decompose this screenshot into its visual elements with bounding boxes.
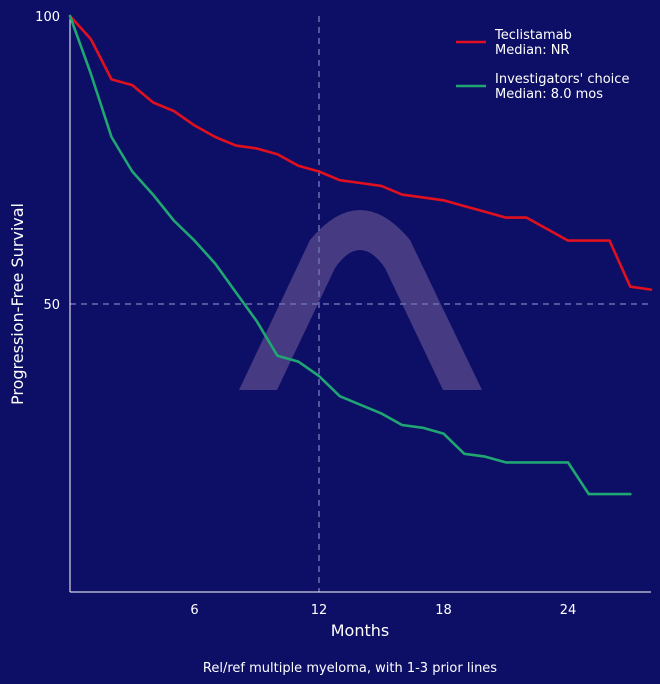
tick-labels: 6 12 18 24 50 100 bbox=[35, 10, 576, 618]
x-tick-label: 18 bbox=[435, 603, 452, 618]
x-tick-label: 24 bbox=[560, 603, 577, 618]
legend-series-name: Teclistamab bbox=[494, 28, 572, 43]
legend-series-median: Median: 8.0 mos bbox=[495, 87, 603, 102]
series-line-investigators-choice bbox=[68, 14, 632, 496]
x-tick-label: 12 bbox=[311, 603, 328, 618]
chart-caption: Rel/ref multiple myeloma, with 1-3 prior… bbox=[203, 661, 497, 676]
x-axis-title: Months bbox=[331, 621, 389, 640]
y-axis-title: Progression-Free Survival bbox=[8, 203, 27, 405]
series bbox=[68, 14, 653, 496]
arch-logo-icon bbox=[239, 210, 482, 390]
series-line-teclistamab bbox=[68, 14, 653, 291]
axes bbox=[69, 16, 651, 593]
legend-series-median: Median: NR bbox=[495, 43, 570, 58]
y-tick-label: 100 bbox=[35, 10, 60, 25]
reference-lines bbox=[70, 16, 651, 592]
y-tick-label: 50 bbox=[43, 298, 60, 313]
x-tick-label: 6 bbox=[190, 603, 198, 618]
legend-series-name: Investigators' choice bbox=[495, 72, 629, 87]
